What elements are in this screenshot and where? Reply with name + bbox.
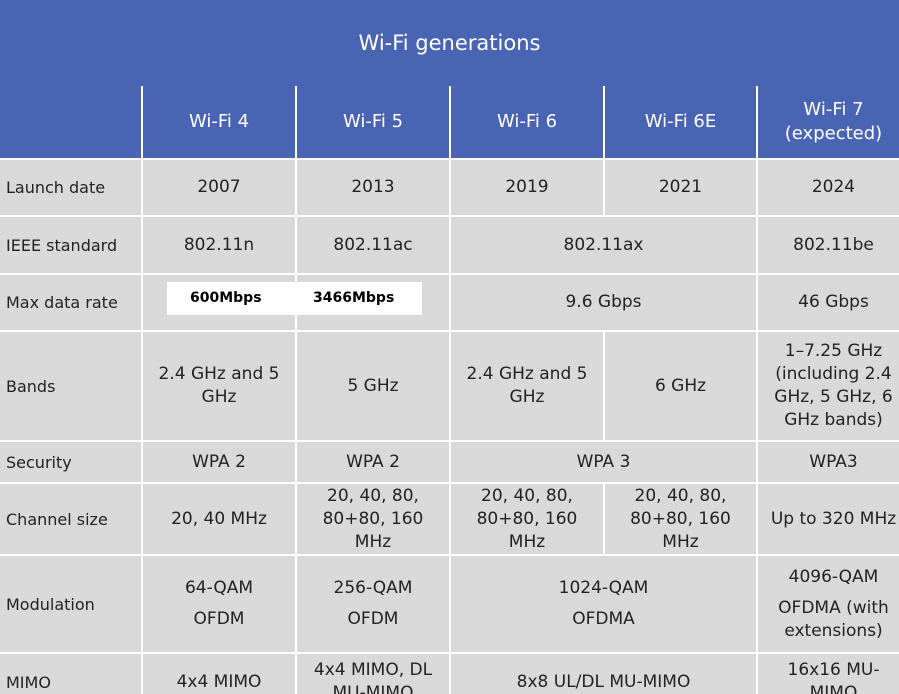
col-header-wifi5: Wi-Fi 5 xyxy=(297,86,449,158)
cell-launch-wifi6: 2019 xyxy=(451,160,603,215)
modulation-ofdm: OFDM xyxy=(193,609,245,629)
modulation-qam: 4096-QAM xyxy=(788,566,879,587)
cell-launch-wifi4: 2007 xyxy=(143,160,295,215)
cell-rate-wifi6-6e: 9.6 Gbps xyxy=(451,275,756,330)
cell-launch-wifi5: 2013 xyxy=(297,160,449,215)
row-label-security: Security xyxy=(0,442,141,482)
modulation-ofdm: OFDMA (with extensions) xyxy=(778,597,889,641)
col-header-wifi7: Wi-Fi 7 (expected) xyxy=(758,86,899,158)
cell-modulation-wifi5: 256-QAM OFDM xyxy=(297,556,449,652)
cell-bands-wifi6e: 6 GHz xyxy=(605,332,756,440)
cell-bands-wifi5: 5 GHz xyxy=(297,332,449,440)
cell-bands-wifi7: 1–7.25 GHz (including 2.4 GHz, 5 GHz, 6 … xyxy=(758,332,899,440)
modulation-qam: 1024-QAM xyxy=(558,578,649,598)
cell-ieee-wifi7: 802.11be xyxy=(758,217,899,273)
cell-modulation-wifi7: 4096-QAM OFDMA (with extensions) xyxy=(758,556,899,652)
rate-wifi4-value: 600Mbps xyxy=(190,290,262,306)
modulation-qam: 256-QAM xyxy=(333,578,413,598)
col-header-wifi6e: Wi-Fi 6E xyxy=(605,86,756,158)
rate-wifi5-value: 3466Mbps xyxy=(313,290,395,306)
modulation-ofdm: OFDM xyxy=(347,609,399,629)
cell-security-wifi4: WPA 2 xyxy=(143,442,295,482)
cell-mimo-wifi6-6e: 8x8 UL/DL MU-MIMO xyxy=(451,654,756,694)
cell-ieee-wifi6-6e: 802.11ax xyxy=(451,217,756,273)
cell-rate-wifi7: 46 Gbps xyxy=(758,275,899,330)
cell-bands-wifi6: 2.4 GHz and 5 GHz xyxy=(451,332,603,440)
cell-ieee-wifi4: 802.11n xyxy=(143,217,295,273)
modulation-ofdm: OFDMA xyxy=(572,609,635,629)
row-label-ieee-standard: IEEE standard xyxy=(0,217,141,273)
row-label-modulation: Modulation xyxy=(0,556,141,652)
cell-modulation-wifi4: 64-QAM OFDM xyxy=(143,556,295,652)
cell-security-wifi6-6e: WPA 3 xyxy=(451,442,756,482)
table-title: Wi-Fi generations xyxy=(0,0,899,86)
row-label-max-data-rate: Max data rate xyxy=(0,275,141,330)
cell-channel-wifi4: 20, 40 MHz xyxy=(143,484,295,554)
cell-security-wifi7: WPA3 xyxy=(758,442,899,482)
col-header-wifi4: Wi-Fi 4 xyxy=(143,86,295,158)
row-label-launch-date: Launch date xyxy=(0,160,141,215)
cell-mimo-wifi5: 4x4 MIMO, DL MU-MIMO xyxy=(297,654,449,694)
cell-mimo-wifi7: 16x16 MU- MIMO xyxy=(758,654,899,694)
rate-overlay-box xyxy=(167,282,422,315)
row-label-channel-size: Channel size xyxy=(0,484,141,554)
col-header-wifi6: Wi-Fi 6 xyxy=(451,86,603,158)
cell-mimo-wifi4: 4x4 MIMO xyxy=(143,654,295,694)
header-corner xyxy=(0,86,141,158)
row-label-bands: Bands xyxy=(0,332,141,440)
cell-channel-wifi5: 20, 40, 80, 80+80, 160 MHz xyxy=(297,484,449,554)
cell-bands-wifi4: 2.4 GHz and 5 GHz xyxy=(143,332,295,440)
row-label-mimo: MIMO xyxy=(0,654,141,694)
table-grid: Wi-Fi 4 Wi-Fi 5 Wi-Fi 6 Wi-Fi 6E Wi-Fi 7… xyxy=(0,86,899,694)
cell-channel-wifi6e: 20, 40, 80, 80+80, 160 MHz xyxy=(605,484,756,554)
cell-ieee-wifi5: 802.11ac xyxy=(297,217,449,273)
cell-security-wifi5: WPA 2 xyxy=(297,442,449,482)
modulation-qam: 64-QAM xyxy=(184,578,254,598)
cell-channel-wifi6: 20, 40, 80, 80+80, 160 MHz xyxy=(451,484,603,554)
cell-launch-wifi6e: 2021 xyxy=(605,160,756,215)
cell-modulation-wifi6-6e: 1024-QAM OFDMA xyxy=(451,556,756,652)
cell-launch-wifi7: 2024 xyxy=(758,160,899,215)
cell-channel-wifi7: Up to 320 MHz xyxy=(758,484,899,554)
